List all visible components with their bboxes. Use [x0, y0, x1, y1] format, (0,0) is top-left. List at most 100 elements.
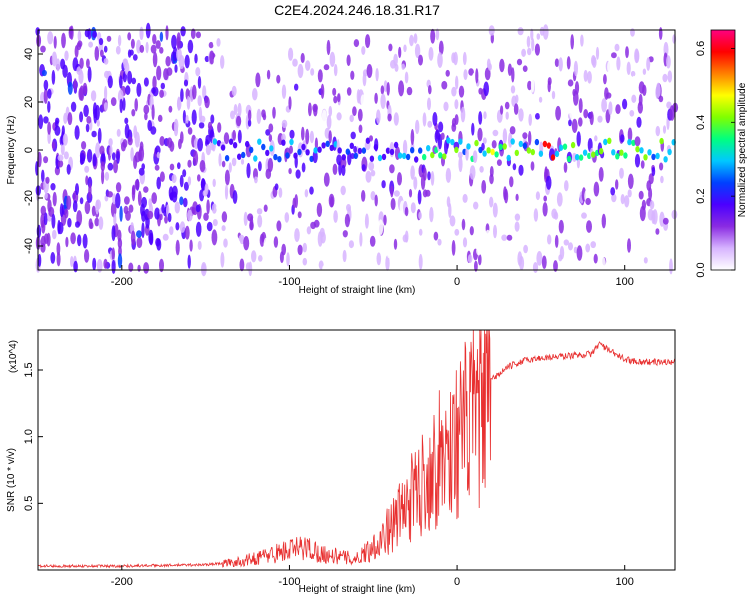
spectrogram-cell — [67, 112, 73, 126]
spectrogram-cell — [534, 43, 541, 56]
spectrogram-cell — [394, 63, 399, 72]
spectrogram-cell — [252, 88, 258, 101]
spectrogram-cell — [195, 221, 202, 237]
spectrogram-cell — [175, 222, 180, 231]
spectrogram-cell — [232, 129, 237, 141]
spectrogram-cell — [553, 211, 559, 220]
spectrogram-cell — [502, 128, 508, 144]
spectrogram-cell — [368, 161, 375, 171]
spectrogram-cell — [95, 104, 100, 121]
spectrogram-cell — [147, 210, 154, 220]
spectrogram-cell — [530, 28, 534, 41]
spectrogram-cell — [402, 139, 408, 156]
spectrogram-cell — [130, 38, 135, 49]
spectrogram-cell — [353, 152, 358, 159]
spectrogram-cell — [326, 39, 331, 56]
spectrogram-cell — [594, 135, 598, 142]
spectrogram-cell — [77, 40, 83, 48]
spectrogram-cell — [174, 201, 180, 214]
spectrogram-cell — [566, 56, 571, 70]
spectrogram-cell — [479, 166, 484, 173]
spectrogram-cell — [340, 157, 347, 169]
spectrogram-cell — [125, 85, 131, 96]
spectrogram-cell — [57, 222, 64, 235]
spectrogram-cell — [525, 94, 531, 103]
spectrogram-cell — [669, 258, 673, 275]
spectrogram-cell — [511, 67, 515, 83]
spectrogram-cell — [96, 119, 100, 127]
spectrogram-cell — [276, 220, 282, 232]
spectrogram-cell — [132, 54, 138, 61]
spectrogram-cell — [530, 161, 535, 171]
spectrogram-cell — [432, 112, 438, 126]
spectrogram-cell — [409, 34, 414, 47]
spectrogram-cell — [381, 180, 386, 189]
spectrogram-cell — [103, 58, 109, 65]
spectrogram-cell — [451, 86, 457, 97]
spectrogram-cell — [50, 183, 56, 191]
spectrogram-cell — [333, 95, 338, 104]
spectrogram-cell — [156, 65, 162, 81]
spectrogram-cell — [207, 121, 213, 131]
spectrogram-cell — [243, 211, 248, 226]
spectrogram-cell — [481, 142, 485, 151]
spectrogram-cell — [393, 53, 398, 67]
spectrogram-cell — [404, 230, 409, 243]
spectrogram-cell — [127, 32, 132, 41]
spectrogram-cell — [614, 263, 618, 271]
spectrogram-cell — [108, 138, 113, 147]
spectrogram-cell — [383, 214, 387, 226]
spectrogram-cell — [451, 123, 457, 132]
spectrogram-cell — [237, 153, 242, 160]
spectrogram-cell — [522, 142, 527, 149]
spectrogram-cell — [131, 184, 136, 195]
spectrogram-cell — [454, 114, 459, 126]
spectrogram-cell — [659, 162, 664, 171]
spectrogram-cell — [454, 99, 459, 110]
spectrogram-cell — [438, 152, 443, 159]
spectrogram-cell — [627, 238, 631, 253]
spectrogram-cell — [43, 116, 49, 124]
spectrogram-cell — [474, 260, 478, 272]
spectrogram-cell — [79, 157, 84, 166]
spectrogram-cell — [629, 110, 635, 117]
spectrogram-cell — [155, 237, 161, 247]
spectrogram-cell — [513, 103, 519, 115]
spectrogram-cell — [117, 89, 124, 104]
spectrogram-cell — [408, 244, 415, 254]
spectrogram-cell — [413, 33, 418, 44]
spectrogram-cell — [180, 131, 184, 144]
spectrogram-cell — [103, 45, 108, 53]
spectrogram-cell — [301, 162, 306, 173]
spectrogram-cell — [441, 80, 448, 90]
spectrogram-cell — [527, 47, 532, 56]
spectrogram-cell — [422, 153, 427, 161]
spectrogram-cell — [212, 32, 217, 47]
spectrogram-cell — [361, 164, 366, 172]
spectrogram-cell — [646, 57, 651, 71]
spectrogram-cell — [658, 27, 663, 40]
spectrogram-cell — [493, 224, 497, 239]
spectrogram-cell — [309, 186, 314, 195]
spectrogram-cell — [119, 205, 123, 222]
spectrogram-cell — [179, 174, 184, 188]
spectrogram-cell — [289, 145, 293, 154]
spectrogram-cell — [398, 46, 402, 59]
spectrogram-cell — [465, 38, 471, 51]
spectrogram-cell — [574, 154, 580, 161]
spectrogram-cell — [46, 232, 51, 247]
spectrogram-cell — [159, 47, 164, 54]
spectrogram-cell — [427, 120, 433, 128]
spectrogram-cell — [156, 176, 161, 190]
spectrogram-cell — [376, 109, 381, 124]
spectrogram-cell — [293, 152, 298, 159]
spectrogram-cell — [323, 172, 330, 187]
spectrogram-cell — [86, 58, 90, 69]
spectrogram-cell — [184, 225, 190, 240]
spectrogram-cell — [383, 241, 388, 251]
spectrogram-cell — [378, 219, 384, 235]
spectrogram-cell — [509, 126, 516, 135]
spectrogram-cell — [169, 163, 175, 171]
spectrogram-cell — [378, 52, 385, 62]
spectrogram-cell — [539, 104, 545, 120]
